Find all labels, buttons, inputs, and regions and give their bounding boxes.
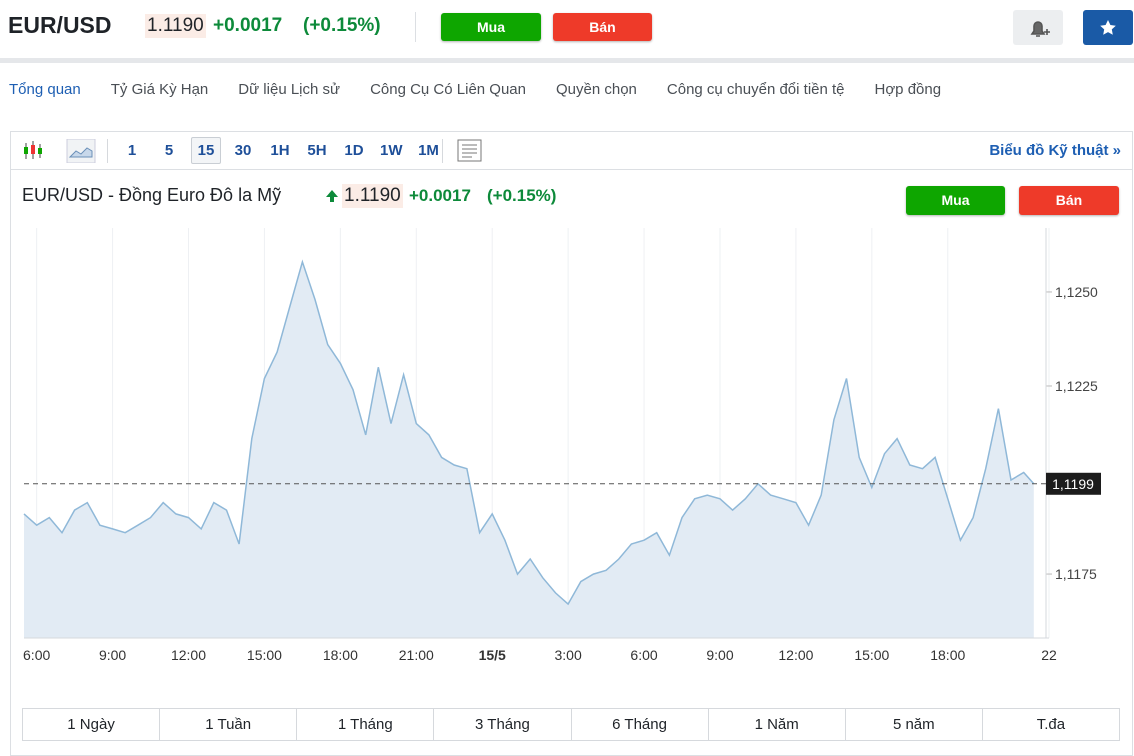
price: 1.1190: [145, 14, 206, 38]
tabs: Tổng quan Tỷ Giá Kỳ Hạn Dữ liệu Lịch sử Côn…: [9, 81, 941, 98]
x-tick-label: 18:00: [930, 647, 965, 663]
quote-header: EUR/USD 1.1190 +0.0017 (+0.15%) Mua Bán: [0, 0, 1134, 56]
y-tick-label: 1,1175: [1055, 566, 1097, 582]
range[interactable]: 3 Tháng: [433, 709, 570, 740]
interval[interactable]: 30: [234, 142, 252, 159]
y-tick-label: 1,1250: [1055, 284, 1098, 300]
chart-change: +0.0017: [409, 186, 471, 205]
range[interactable]: 1 Ngày: [67, 716, 115, 733]
last-price-box: [1046, 472, 1101, 495]
change-pct: (+0.15%): [303, 15, 381, 36]
interval[interactable]: 5: [164, 142, 174, 159]
sell-button[interactable]: Bán: [1019, 186, 1119, 215]
sell-button[interactable]: Bán: [553, 13, 652, 41]
change: +0.0017: [213, 15, 283, 36]
tab[interactable]: Tổng quan: [9, 81, 81, 98]
x-tick-label: 6:00: [630, 647, 657, 663]
interval[interactable]: 1H: [270, 142, 290, 159]
symbol: EUR/USD: [8, 12, 112, 38]
interval[interactable]: 1: [127, 142, 137, 159]
range[interactable]: 1 Tháng: [296, 709, 433, 740]
chart-price: 1.1190: [342, 184, 403, 208]
range[interactable]: 6 Tháng: [570, 709, 708, 740]
price-line: [23, 259, 1035, 606]
range[interactable]: 1 Tuần: [159, 709, 296, 740]
separator: [415, 12, 416, 42]
y-tick-label: 1,1225: [1055, 378, 1098, 394]
x-tick-label: 12:00: [171, 647, 206, 663]
range-selector: 1 Ngày 1 Tuần 1 Tháng 3 Tháng 6 Tháng 1 Năm 5 …: [22, 708, 1120, 741]
tab[interactable]: Công cụ chuyển đổi tiền tệ: [666, 81, 845, 98]
range[interactable]: T.đa: [981, 709, 1119, 740]
range[interactable]: 1 Năm: [707, 709, 845, 740]
separator: [442, 139, 443, 163]
interval[interactable]: 1M: [418, 142, 439, 159]
chart: 6:00 9:00 12:00 15:00 18:00 21:00 15/5 3:00 6:00…: [23, 228, 1101, 663]
area: [24, 261, 1034, 638]
interval[interactable]: 1D: [344, 142, 364, 159]
x-tick-label: 15:00: [854, 647, 889, 663]
range[interactable]: 5 năm: [844, 709, 982, 740]
buy-button[interactable]: Mua: [441, 13, 541, 41]
up-arrow: [326, 190, 338, 202]
chart-change-pct: (+0.15%): [487, 186, 557, 205]
x-tick-label: 22: [1041, 647, 1057, 663]
watchlist-button[interactable]: [1083, 10, 1133, 45]
x-tick-label: 15:00: [247, 647, 282, 663]
tab[interactable]: Tỷ Giá Kỳ Hạn: [110, 81, 209, 98]
separator: [107, 139, 108, 163]
alert-button[interactable]: [1013, 10, 1063, 45]
x-tick-label: 21:00: [399, 647, 434, 663]
divider: [0, 58, 1134, 63]
buy-button[interactable]: Mua: [906, 186, 1005, 215]
technical-link[interactable]: Biểu đồ Kỹ thuật »: [989, 142, 1121, 159]
news-icon[interactable]: [457, 139, 483, 163]
tab[interactable]: Quyền chọn: [556, 81, 637, 98]
x-tick-label: 9:00: [99, 647, 126, 663]
x-tick-label: 15/5: [479, 647, 506, 663]
x-tick-label: 12:00: [778, 647, 813, 663]
last-price-label: 1,1199: [1052, 476, 1094, 492]
x-tick-label: 6:00: [23, 647, 50, 663]
interval[interactable]: 1W: [380, 142, 403, 159]
interval[interactable]: 15: [191, 137, 221, 164]
x-tick-label: 9:00: [706, 647, 733, 663]
x-tick-label: 18:00: [323, 647, 358, 663]
tab[interactable]: Dữ liệu Lịch sử: [238, 81, 341, 98]
x-tick-label: 3:00: [555, 647, 582, 663]
tab[interactable]: Công Cụ Có Liên Quan: [370, 81, 526, 98]
tab[interactable]: Hợp đồng: [874, 81, 942, 98]
chart-type-icons[interactable]: [22, 139, 112, 163]
chart-toolbar: Biểu đồ Kỹ thuật »: [10, 131, 1133, 170]
intervals: 1 5 15 30 1H 5H 1D 1W 1M: [117, 137, 444, 164]
chart-name: EUR/USD - Đồng Euro Đô la Mỹ: [22, 185, 282, 205]
interval[interactable]: 5H: [307, 142, 327, 159]
